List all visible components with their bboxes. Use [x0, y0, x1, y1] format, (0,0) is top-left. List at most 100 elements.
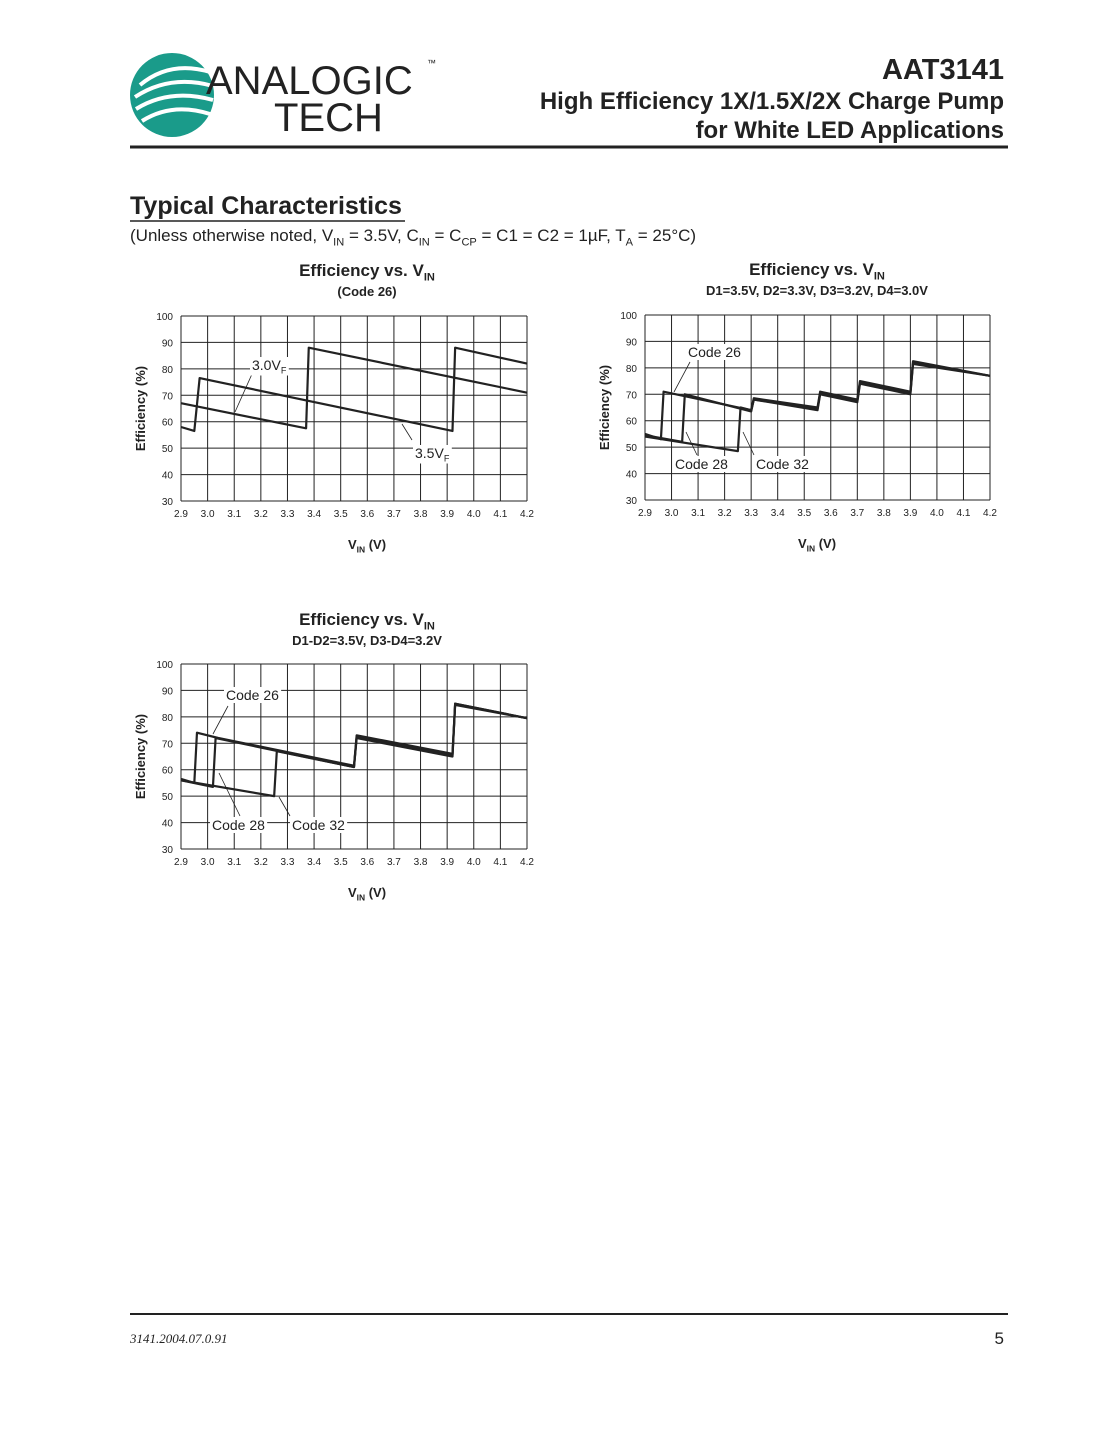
leader-line: [234, 373, 253, 413]
chart-subtitle: D1-D2=3.5V, D3-D4=3.2V: [292, 633, 442, 648]
text-run: V: [348, 885, 357, 900]
y-tick-label: 80: [162, 713, 174, 724]
text-run: Code 26: [226, 687, 279, 703]
subscript: CP: [461, 236, 476, 248]
x-tick-label: 3.5: [334, 857, 348, 868]
doc-id: 3141.2004.07.0.91: [129, 1331, 228, 1346]
text-run: Code 32: [756, 456, 809, 472]
x-tick-label: 3.4: [307, 509, 321, 520]
subscript: IN: [357, 892, 365, 902]
data-line: [180, 346, 528, 430]
logo-stripes: [133, 66, 214, 123]
text-run: Efficiency vs. V: [749, 260, 874, 279]
y-tick-label: 70: [162, 391, 174, 402]
text-run: = C: [430, 226, 462, 245]
x-tick-label: 4.1: [493, 857, 507, 868]
page-number: 5: [995, 1329, 1004, 1348]
x-tick-label: 3.0: [201, 857, 215, 868]
annotation: Code 32: [756, 456, 809, 472]
y-tick-label: 30: [162, 845, 174, 856]
x-tick-label: 3.5: [797, 508, 811, 519]
annotation: Code 26: [226, 687, 279, 703]
x-tick-label: 3.8: [414, 509, 428, 520]
subscript: IN: [357, 544, 365, 554]
subscript: IN: [874, 270, 885, 282]
x-tick-label: 3.9: [440, 857, 454, 868]
x-tick-label: 3.2: [254, 509, 268, 520]
data-line: [180, 346, 528, 433]
y-tick-label: 80: [626, 364, 638, 375]
x-tick-label: 3.9: [903, 508, 917, 519]
y-tick-label: 60: [626, 417, 638, 428]
y-tick-label: 40: [162, 471, 174, 482]
chart-title: Efficiency vs. VIN: [299, 610, 435, 632]
logo-sub: TECH: [274, 96, 383, 140]
subscript: F: [281, 366, 287, 376]
text-run: Efficiency vs. V: [299, 610, 424, 629]
x-tick-label: 3.6: [360, 509, 374, 520]
leader-line: [401, 423, 413, 441]
doc-title: High Efficiency 1X/1.5X/2X Charge Pump: [540, 88, 1004, 115]
subscript: IN: [424, 620, 435, 632]
leader-line: [673, 361, 691, 393]
y-tick-label: 80: [162, 365, 174, 376]
chart-subtitle: D1=3.5V, D2=3.3V, D3=3.2V, D4=3.0V: [706, 283, 928, 298]
data-line: [180, 702, 528, 788]
y-tick-label: 40: [626, 470, 638, 481]
text-run: Code 26: [688, 344, 741, 360]
annotation: Code 28: [675, 456, 728, 472]
subscript: IN: [419, 236, 430, 248]
x-tick-label: 4.0: [467, 509, 481, 520]
y-tick-label: 30: [162, 497, 174, 508]
subscript: F: [444, 454, 450, 464]
annotation-bg: [673, 456, 731, 472]
data-line: [644, 361, 991, 443]
x-tick-label: 3.5: [334, 509, 348, 520]
y-tick-label: 100: [156, 660, 173, 671]
x-tick-label: 3.3: [744, 508, 758, 519]
x-tick-label: 3.1: [691, 508, 705, 519]
y-axis-label: Efficiency (%): [133, 366, 148, 451]
subscript: IN: [807, 543, 815, 553]
annotation-bg: [754, 456, 812, 472]
text-run: Efficiency vs. V: [299, 261, 424, 280]
y-tick-label: 30: [626, 496, 638, 507]
part-number: AAT3141: [882, 54, 1004, 86]
text-run: 3.0V: [252, 357, 281, 373]
x-tick-label: 4.2: [520, 509, 534, 520]
x-tick-label: 3.7: [387, 857, 401, 868]
y-tick-label: 50: [626, 443, 638, 454]
y-axis-label: Efficiency (%): [133, 714, 148, 799]
annotation: 3.5VF: [415, 445, 450, 464]
annotation-bg: [686, 344, 744, 360]
x-tick-label: 2.9: [174, 509, 188, 520]
annotation-bg: [224, 687, 282, 703]
x-tick-label: 3.3: [281, 509, 295, 520]
y-axis-label: Efficiency (%): [597, 365, 612, 450]
y-tick-label: 70: [626, 390, 638, 401]
logo-word: ANALOGIC: [206, 59, 413, 103]
x-tick-label: 3.0: [665, 508, 679, 519]
text-run: Code 32: [292, 817, 345, 833]
y-tick-label: 90: [162, 338, 174, 349]
leader-line: [212, 705, 229, 735]
annotation-bg: [250, 357, 289, 376]
y-tick-label: 100: [620, 311, 637, 322]
y-tick-label: 90: [162, 686, 174, 697]
text-run: (V): [365, 885, 386, 900]
x-tick-label: 3.1: [227, 509, 241, 520]
leader-line: [218, 772, 241, 817]
data-line: [644, 360, 991, 441]
subscript: A: [626, 236, 634, 248]
text-run: (V): [365, 537, 386, 552]
x-tick-label: 3.2: [718, 508, 732, 519]
annotation: Code 32: [292, 817, 345, 833]
text-run: V: [348, 537, 357, 552]
x-tick-label: 4.2: [520, 857, 534, 868]
x-tick-label: 3.2: [254, 857, 268, 868]
data-line: [180, 703, 528, 798]
data-line: [644, 362, 991, 453]
x-tick-label: 3.8: [414, 857, 428, 868]
annotation: Code 26: [688, 344, 741, 360]
x-tick-label: 3.3: [281, 857, 295, 868]
